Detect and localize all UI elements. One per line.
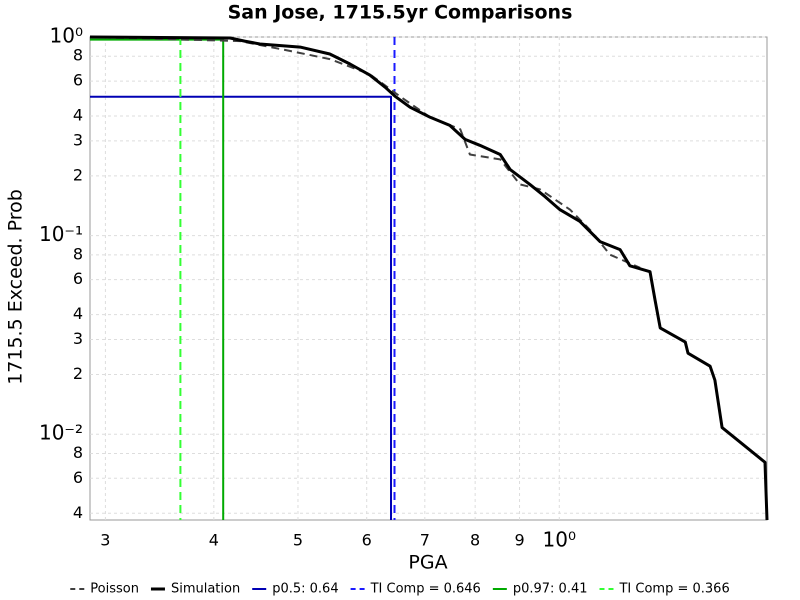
legend-label: Simulation: [171, 582, 240, 597]
legend-item: Poisson: [70, 582, 139, 597]
y-tick-label: 3: [73, 130, 83, 149]
legend-label: p0.97: 0.41: [513, 582, 588, 597]
legend-item: Simulation: [150, 582, 240, 597]
series-line: [90, 38, 225, 520]
legend-label: Poisson: [90, 582, 139, 597]
x-tick-label: 10⁰: [543, 528, 576, 552]
legend-item: p0.97: 0.41: [492, 582, 588, 597]
legend-label: TI Comp = 0.646: [370, 582, 481, 597]
legend: Poisson Simulation p0.5: 0.64 TI Comp = 0.6…: [70, 582, 730, 597]
x-tick-label: 9: [514, 531, 524, 550]
series-line: [89, 35, 769, 521]
y-tick-label: 6: [73, 468, 83, 487]
y-tick-label: 8: [73, 46, 83, 65]
y-axis-label: 1715.5 Exceed. Prob: [5, 189, 27, 385]
x-tick-label: 3: [100, 531, 110, 550]
legend-label: p0.5: 0.64: [272, 582, 338, 597]
y-tick-label: 8: [73, 244, 83, 263]
y-tick-label: 6: [73, 269, 83, 288]
y-tick-label: 2: [73, 364, 83, 383]
chart-title: San Jose, 1715.5yr Comparisons: [228, 2, 573, 24]
x-tick-label: 6: [362, 531, 372, 550]
y-tick-label: 4: [73, 503, 83, 522]
y-tick-label: 2: [73, 165, 83, 184]
x-tick-label: 5: [293, 531, 303, 550]
y-tick-label: 8: [73, 443, 83, 462]
y-tick-label: 3: [73, 329, 83, 348]
legend-label: TI Comp = 0.366: [618, 582, 729, 597]
y-tick-label: 10⁰: [50, 24, 83, 48]
y-tick-label: 10⁻¹: [39, 222, 83, 246]
y-tick-label: 4: [73, 106, 83, 125]
x-tick-label: 4: [209, 531, 219, 550]
x-tick-label: 7: [420, 531, 430, 550]
plot-frame: [89, 36, 768, 521]
legend-item: p0.5: 0.64: [252, 582, 339, 597]
x-tick-label: 8: [470, 531, 480, 550]
legend-item: TI Comp = 0.646: [350, 582, 481, 597]
legend-item: TI Comp = 0.366: [599, 582, 730, 597]
series-line: [90, 95, 392, 520]
y-tick-label: 4: [73, 304, 83, 323]
y-tick-label: 6: [73, 71, 83, 90]
x-axis-label: PGA: [408, 552, 447, 574]
y-tick-label: 10⁻²: [39, 421, 83, 445]
